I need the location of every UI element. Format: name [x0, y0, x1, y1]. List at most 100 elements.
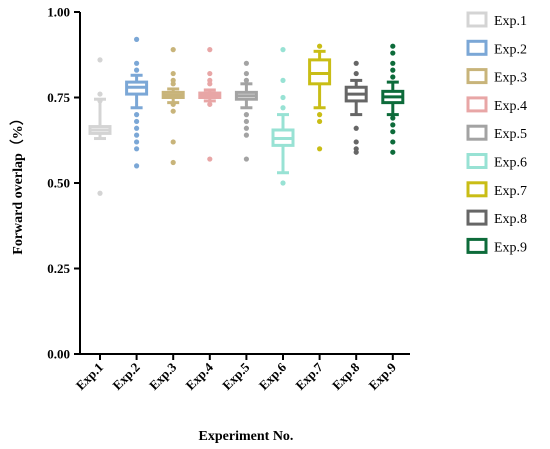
- outlier-point: [390, 67, 396, 73]
- box-body: [308, 58, 332, 86]
- outlier-point: [317, 112, 323, 118]
- outlier-point: [170, 139, 176, 145]
- outlier-point: [390, 139, 396, 145]
- outlier-point: [353, 139, 359, 145]
- legend: Exp.1 Exp.2 Exp.3 Exp.4 Exp.5 Exp.6 Exp.7 Exp.8…: [466, 11, 527, 255]
- outlier-point: [317, 146, 323, 152]
- legend-label: Exp.1: [494, 14, 527, 29]
- outlier-point: [134, 112, 140, 118]
- legend-label: Exp.8: [494, 212, 527, 227]
- outlier-point: [243, 112, 249, 118]
- outlier-point: [243, 60, 249, 66]
- outlier-point: [353, 146, 359, 152]
- outlier-point: [390, 60, 396, 66]
- box-3: [161, 47, 185, 166]
- outlier-point: [170, 108, 176, 114]
- box-8: [344, 60, 368, 155]
- outlier-point: [353, 70, 359, 77]
- x-tick-label: Exp.9: [366, 359, 400, 393]
- y-tick-label: 0.75: [47, 90, 70, 105]
- legend-swatch: [466, 68, 488, 85]
- legend-label: Exp.2: [494, 42, 527, 57]
- outlier-point: [97, 57, 103, 63]
- outlier-point: [207, 47, 213, 53]
- legend-label: Exp.3: [494, 71, 527, 86]
- x-tick-label: Exp.1: [73, 360, 106, 393]
- x-tick-label: Exp.3: [146, 359, 180, 393]
- outlier-point: [134, 139, 140, 145]
- outlier-point: [207, 77, 213, 83]
- legend-label: Exp.4: [494, 99, 527, 114]
- outlier-point: [353, 125, 359, 131]
- outlier-point: [134, 132, 140, 138]
- outlier-point: [243, 132, 249, 138]
- outlier-point: [280, 77, 286, 83]
- legend-label: Exp.7: [494, 184, 527, 199]
- outlier-point: [390, 129, 396, 135]
- outlier-point: [390, 74, 396, 80]
- plot-area: [88, 36, 405, 196]
- y-tick-label: 1.00: [47, 5, 70, 20]
- outlier-point: [170, 70, 176, 77]
- outlier-point: [134, 67, 140, 73]
- outlier-point: [134, 125, 140, 131]
- x-tick-label: Exp.6: [256, 359, 290, 393]
- outlier-point: [390, 43, 396, 49]
- legend-swatch: [466, 237, 488, 254]
- box-5: [234, 60, 258, 162]
- outlier-point: [207, 156, 213, 162]
- y-axis: 0.00 0.25 0.50 0.75 1.00: [47, 5, 81, 362]
- outlier-point: [390, 115, 396, 121]
- legend-swatch: [466, 11, 488, 28]
- legend-label: Exp.9: [494, 240, 527, 255]
- outlier-point: [390, 50, 396, 56]
- x-tick-label: Exp.5: [219, 359, 253, 393]
- outlier-point: [390, 149, 396, 155]
- outlier-point: [243, 118, 249, 125]
- legend-label: Exp.6: [494, 156, 527, 171]
- legend-swatch: [466, 181, 488, 198]
- y-tick-label: 0.50: [47, 176, 70, 191]
- outlier-point: [134, 146, 140, 152]
- outlier-point: [243, 156, 249, 162]
- outlier-point: [170, 159, 176, 166]
- box-1: [88, 57, 112, 196]
- legend-swatch: [466, 124, 488, 141]
- x-tick-label: Exp.4: [183, 359, 217, 393]
- outlier-point: [280, 105, 286, 111]
- outlier-point: [134, 60, 140, 66]
- x-tick-label: Exp.8: [329, 359, 363, 393]
- box-4: [198, 47, 222, 162]
- outlier-point: [134, 163, 140, 169]
- outlier-point: [134, 118, 140, 125]
- outlier-point: [243, 70, 249, 77]
- outlier-point: [353, 60, 359, 66]
- box-6: [271, 47, 295, 186]
- box-9: [381, 43, 405, 155]
- outlier-point: [97, 98, 103, 104]
- outlier-point: [317, 43, 323, 49]
- outlier-point: [170, 47, 176, 53]
- outlier-point: [207, 70, 213, 77]
- box-2: [125, 36, 149, 169]
- outlier-point: [280, 94, 286, 101]
- outlier-point: [317, 118, 323, 125]
- outlier-point: [134, 36, 140, 42]
- legend-label: Exp.5: [494, 127, 527, 142]
- outlier-point: [390, 122, 396, 128]
- outlier-point: [207, 101, 213, 107]
- outlier-point: [243, 125, 249, 131]
- outlier-point: [97, 190, 103, 196]
- outlier-point: [243, 77, 249, 83]
- y-tick-label: 0.00: [47, 347, 70, 362]
- box-7: [308, 43, 332, 152]
- outlier-point: [280, 47, 286, 53]
- outlier-point: [170, 77, 176, 83]
- outlier-point: [170, 101, 176, 107]
- y-tick-label: 0.25: [47, 261, 70, 276]
- x-tick-label: Exp.7: [292, 359, 326, 393]
- y-axis-title: Forward overlap（%）: [10, 111, 26, 254]
- x-axis-title: Experiment No.: [199, 429, 294, 444]
- legend-swatch: [466, 153, 488, 169]
